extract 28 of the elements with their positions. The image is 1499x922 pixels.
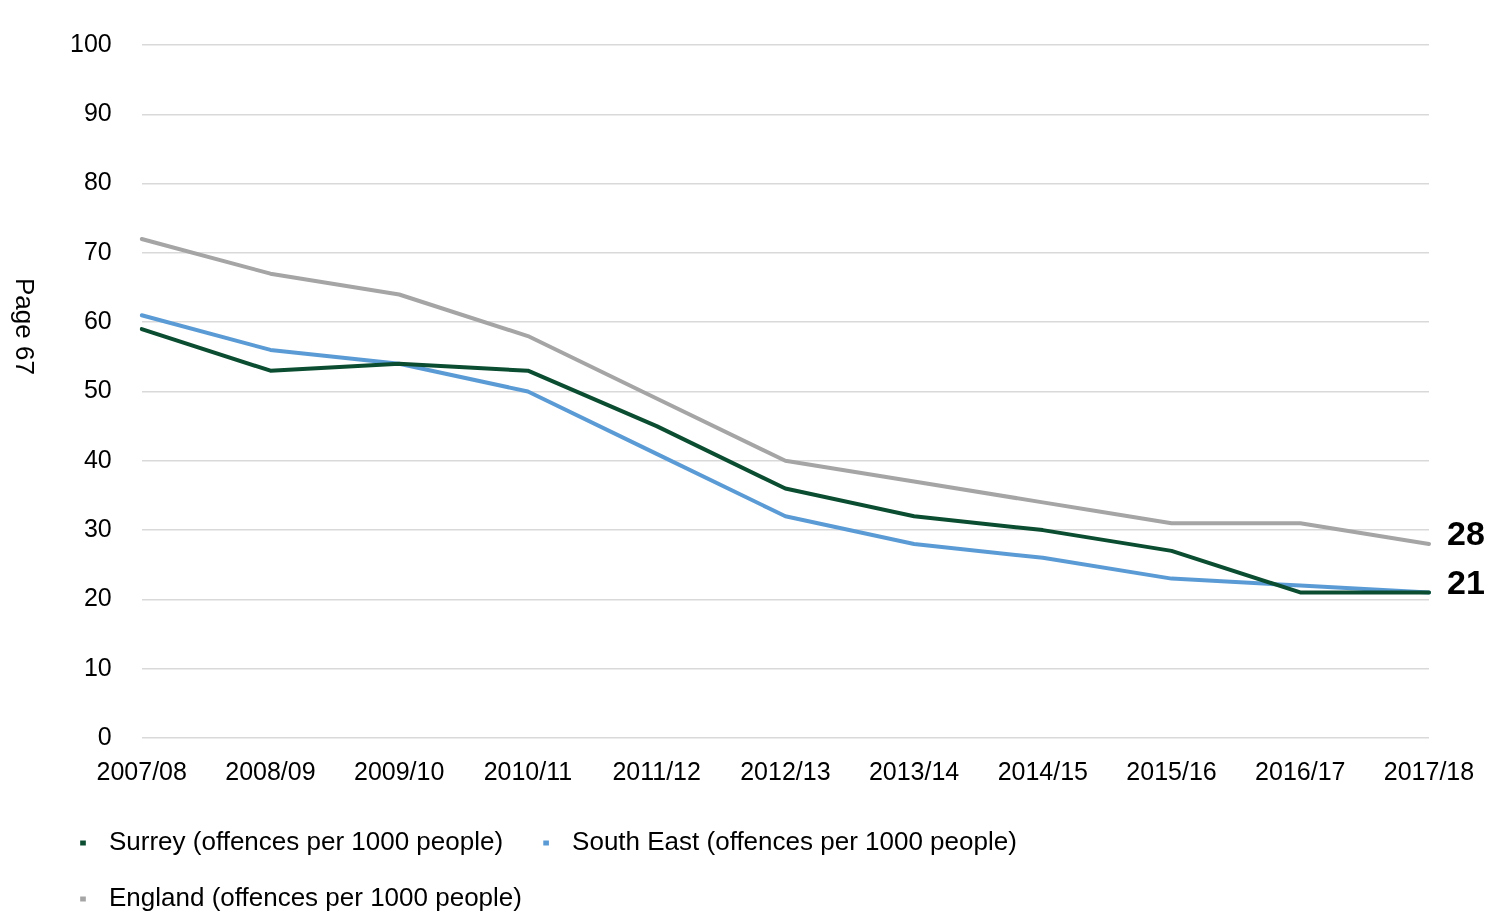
data-label: 28 bbox=[1447, 514, 1485, 553]
data-label: 21 bbox=[1447, 562, 1485, 601]
x-tick-label: 2009/10 bbox=[353, 756, 445, 785]
y-tick-label: 10 bbox=[83, 652, 112, 681]
legend-label: England (offences per 1000 people) bbox=[109, 882, 522, 913]
x-tick-label: 2012/13 bbox=[740, 756, 831, 785]
y-tick-label: 100 bbox=[69, 28, 112, 57]
x-tick-label: 2014/15 bbox=[997, 756, 1088, 785]
x-tick-label: 2013/14 bbox=[868, 756, 960, 785]
x-tick-label: 2010/11 bbox=[483, 756, 573, 785]
legend-label: Surrey (offences per 1000 people) bbox=[109, 826, 504, 857]
x-tick-label: 2015/16 bbox=[1126, 756, 1217, 785]
y-tick-label: 90 bbox=[83, 98, 112, 127]
y-tick-label: 60 bbox=[83, 306, 112, 335]
x-tick-label: 2017/18 bbox=[1383, 756, 1475, 785]
text: Page 67 bbox=[9, 278, 40, 375]
x-tick-label: 2011/12 bbox=[612, 756, 701, 785]
y-tick-label: 40 bbox=[83, 444, 112, 473]
y-tick-label: 30 bbox=[83, 513, 112, 542]
y-tick-label: 20 bbox=[83, 583, 112, 612]
y-tick-label: 50 bbox=[83, 375, 112, 404]
legend-label: South East (offences per 1000 people) bbox=[572, 826, 1017, 857]
y-tick-label: 80 bbox=[83, 167, 112, 196]
x-tick-label: 2007/08 bbox=[96, 756, 187, 785]
x-tick-label: 2016/17 bbox=[1255, 756, 1346, 785]
y-tick-label: 70 bbox=[83, 236, 112, 265]
y-tick-label: 0 bbox=[97, 721, 112, 750]
x-tick-label: 2008/09 bbox=[225, 756, 316, 785]
